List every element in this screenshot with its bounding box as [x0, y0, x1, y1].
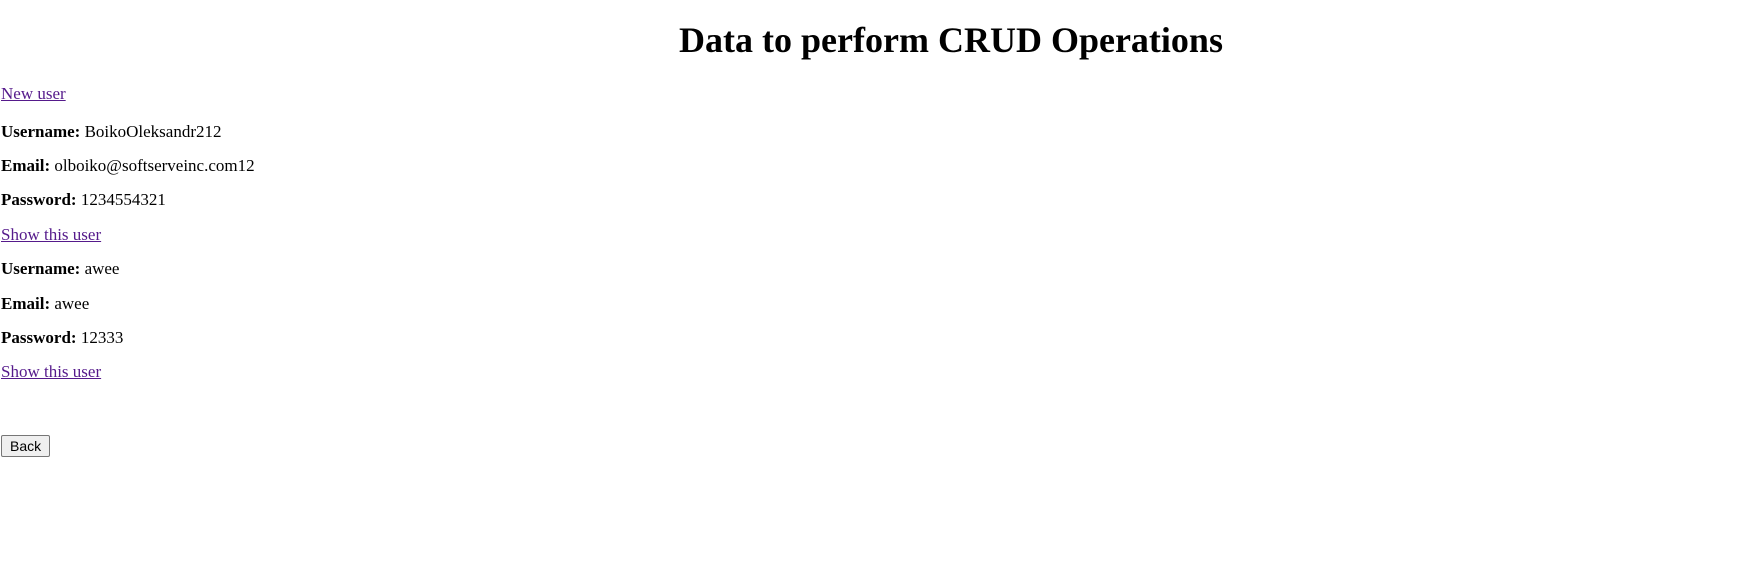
password-label: Password:: [1, 328, 77, 347]
user-1-password-row: Password: 1234554321: [1, 190, 166, 210]
password-label: Password:: [1, 190, 77, 209]
email-value: awee: [54, 294, 90, 313]
username-label: Username:: [1, 259, 81, 278]
email-label: Email:: [1, 294, 51, 313]
back-button[interactable]: Back: [1, 435, 51, 457]
password-value: 1234554321: [80, 190, 166, 209]
email-label: Email:: [1, 156, 51, 175]
user-1-username-row: Username: BoikoOleksandr212: [1, 122, 222, 142]
email-value: olboiko@softserveinc.com12: [54, 156, 255, 175]
show-user-2-link[interactable]: Show this user: [1, 362, 102, 381]
show-user-1-link[interactable]: Show this user: [1, 225, 102, 244]
password-value: 12333: [80, 328, 124, 347]
user-2-email-row: Email: awee: [1, 294, 89, 314]
user-1-email-row: Email: olboiko@softserveinc.com12: [1, 156, 255, 176]
username-value: awee: [84, 259, 120, 278]
username-label: Username:: [1, 122, 81, 141]
username-value: BoikoOleksandr212: [84, 122, 222, 141]
page-title: Data to perform CRUD Operations: [679, 20, 1223, 60]
new-user-link[interactable]: New user: [1, 84, 66, 103]
user-2-username-row: Username: awee: [1, 259, 119, 279]
user-2-password-row: Password: 12333: [1, 328, 123, 348]
